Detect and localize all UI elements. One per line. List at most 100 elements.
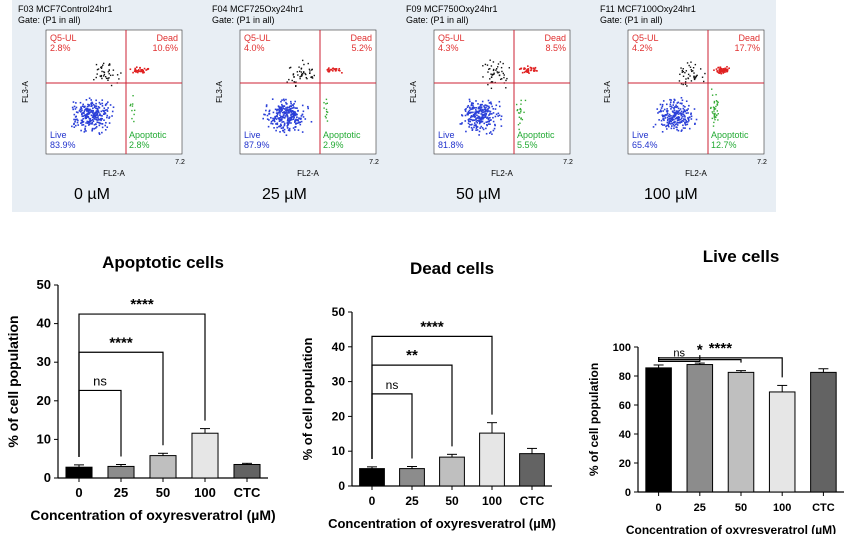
q-ll-value: 65.4%	[632, 140, 658, 150]
q-ll-label: Live	[244, 130, 261, 140]
x-axis-label: Concentration of oxyresveratrol (µM)	[30, 507, 275, 523]
y-tick-label: 50	[332, 305, 346, 319]
flow-panel-50: F09 MCF750Oxy24hr1 Gate: (P1 in all) Q5-…	[400, 0, 578, 212]
concentration-label: 100 µM	[644, 186, 698, 203]
bar-100	[768, 391, 796, 493]
y-axis-label: FL3-A	[21, 80, 30, 102]
q-lr-label: Apoptotic	[711, 130, 749, 140]
q-ur-value: 5.2%	[351, 43, 372, 53]
chart-title: Apoptotic cells	[102, 253, 224, 272]
y-tick-label: 30	[332, 375, 346, 389]
significance-label: ****	[109, 334, 133, 351]
bar-CTC	[233, 463, 261, 479]
x-tick-label: 100	[482, 494, 502, 508]
q-ll-label: Live	[438, 130, 455, 140]
dot-cloud	[71, 62, 150, 136]
gate-label: Gate: (P1 in all)	[18, 15, 81, 25]
flow-panel-100: F11 MCF7100Oxy24hr1 Gate: (P1 in all) Q5…	[594, 0, 772, 212]
x-max-tick: 7.2	[175, 159, 185, 166]
q-ur-value: 17.7%	[734, 43, 760, 53]
q-lr-value: 5.5%	[517, 140, 538, 150]
q-lr-label: Apoptotic	[517, 130, 555, 140]
y-axis-label: % of cell population	[587, 363, 601, 476]
significance-bracket	[78, 313, 206, 457]
x-tick-label: 25	[694, 502, 706, 514]
x-tick-label: CTC	[812, 502, 835, 514]
y-tick-label: 40	[332, 340, 346, 354]
apoptotic-cells-chart: Apoptotic cells 0 10 20 30 40 50 0 25 50 100 CTC ns *…	[0, 240, 290, 534]
y-axis-label: FL3-A	[603, 80, 612, 102]
significance-bracket	[78, 389, 122, 457]
chart-title: Live cells	[703, 247, 780, 266]
significance-label: ns	[386, 378, 399, 392]
sample-name: F11 MCF7100Oxy24hr1	[600, 4, 696, 14]
significance-label: **	[406, 347, 418, 364]
y-tick-label: 20	[37, 393, 51, 408]
x-max-tick: 7.2	[563, 159, 573, 166]
flow-plot: F11 MCF7100Oxy24hr1 Gate: (P1 in all) Q5…	[600, 4, 767, 178]
gate-label: Gate: (P1 in all)	[600, 15, 663, 25]
q-ll-value: 83.9%	[50, 140, 76, 150]
q-lr-label: Apoptotic	[323, 130, 361, 140]
y-tick-label: 0	[338, 479, 345, 493]
y-tick-label: 30	[37, 354, 51, 369]
bar-50	[727, 371, 755, 493]
bar-100	[479, 432, 505, 487]
sample-name: F09 MCF750Oxy24hr1	[406, 4, 498, 14]
x-axis-label: FL2-A	[491, 169, 513, 178]
flow-panel-0: F03 MCF7Control24hr1 Gate: (P1 in all) Q…	[12, 0, 190, 212]
q-ul-label: Q5-UL	[244, 33, 271, 43]
x-tick-label: 50	[445, 494, 459, 508]
x-axis-label: Concentration of oxyresveratrol (µM)	[626, 523, 836, 534]
x-tick-label: 100	[194, 485, 216, 500]
x-tick-label: 50	[156, 485, 170, 500]
y-tick-label: 0	[625, 487, 631, 499]
x-axis-label: FL2-A	[685, 169, 707, 178]
bar-50	[439, 456, 465, 487]
q-ur-value: 8.5%	[545, 43, 566, 53]
y-tick-label: 40	[37, 316, 51, 331]
y-axis-label: % of cell population	[5, 315, 21, 447]
x-tick-label: CTC	[520, 494, 545, 508]
q-ul-value: 4.2%	[632, 43, 653, 53]
bar-50	[149, 455, 177, 479]
x-tick-label: 0	[656, 502, 662, 514]
concentration-label: 25 µM	[262, 186, 307, 203]
flow-plot: F09 MCF750Oxy24hr1 Gate: (P1 in all) Q5-…	[406, 4, 573, 178]
y-tick-label: 50	[37, 277, 51, 292]
q-ll-label: Live	[632, 130, 649, 140]
x-axis-label: Concentration of oxyresveratrol (µM)	[328, 516, 556, 531]
q-ul-label: Q5-UL	[438, 33, 465, 43]
concentration-label: 0 µM	[74, 186, 110, 203]
significance-label: ns	[673, 347, 685, 359]
flow-plot: F04 MCF725Oxy24hr1 Gate: (P1 in all) Q5-…	[212, 4, 379, 178]
y-tick-label: 10	[37, 431, 51, 446]
bar-25	[399, 468, 425, 487]
dot-cloud	[459, 59, 538, 136]
q-ll-value: 87.9%	[244, 140, 270, 150]
dot-cloud	[262, 59, 343, 137]
q-ll-value: 81.8%	[438, 140, 464, 150]
q-ul-label: Q5-UL	[632, 33, 659, 43]
gate-label: Gate: (P1 in all)	[406, 15, 469, 25]
dot-cloud	[652, 61, 730, 133]
sample-name: F03 MCF7Control24hr1	[18, 4, 113, 14]
significance-bracket	[658, 356, 783, 378]
q-lr-value: 2.9%	[323, 140, 344, 150]
dead-cells-chart: Dead cells 0 10 20 30 40 50 0 25 50 100 CTC ns ** ****…	[290, 250, 570, 534]
x-tick-label: 25	[114, 485, 128, 500]
x-tick-label: CTC	[234, 485, 261, 500]
q-ur-value: 10.6%	[152, 43, 178, 53]
bar-0	[65, 466, 93, 479]
significance-bracket	[371, 335, 493, 459]
flow-plot: F03 MCF7Control24hr1 Gate: (P1 in all) Q…	[18, 4, 185, 178]
q-ur-label: Dead	[156, 33, 178, 43]
q-ul-value: 4.0%	[244, 43, 265, 53]
y-tick-label: 20	[332, 409, 346, 423]
gate-label: Gate: (P1 in all)	[212, 15, 275, 25]
q-lr-value: 2.8%	[129, 140, 150, 150]
x-tick-label: 50	[735, 502, 747, 514]
concentration-label: 50 µM	[456, 186, 501, 203]
x-tick-label: 25	[405, 494, 419, 508]
bar-0	[645, 367, 672, 493]
